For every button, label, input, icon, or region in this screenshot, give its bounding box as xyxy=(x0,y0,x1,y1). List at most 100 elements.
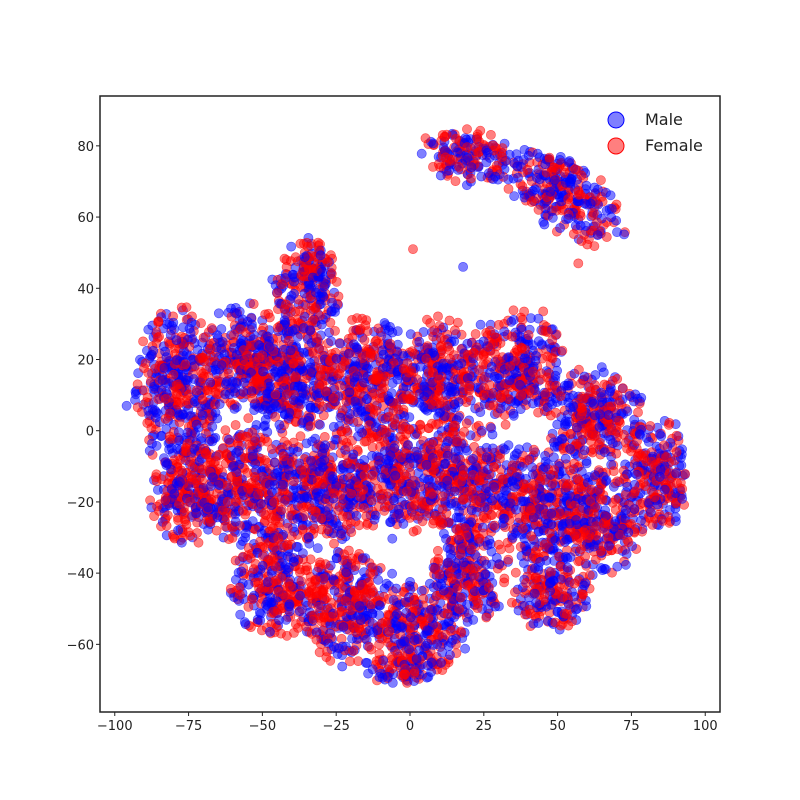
data-point-female xyxy=(427,439,437,450)
data-point-female xyxy=(589,380,600,390)
data-point-male xyxy=(512,161,523,172)
data-point-female xyxy=(200,449,211,460)
data-point-female xyxy=(449,325,460,336)
data-point-female xyxy=(291,372,301,382)
data-point-female xyxy=(488,400,499,410)
data-point-female xyxy=(407,391,418,401)
data-point-female xyxy=(434,515,445,526)
data-point-female xyxy=(469,441,480,452)
data-point-female xyxy=(359,335,370,346)
data-point-female xyxy=(547,335,558,345)
data-point-male xyxy=(453,512,464,523)
data-point-female xyxy=(359,503,369,513)
data-point-male xyxy=(523,150,534,161)
data-point-male xyxy=(387,533,398,544)
data-point-female xyxy=(516,390,527,401)
data-point-male xyxy=(579,445,590,456)
data-point-female xyxy=(576,170,587,181)
data-point-male xyxy=(203,502,213,513)
data-point-female xyxy=(385,338,396,349)
data-point-female xyxy=(192,528,202,538)
data-point-female xyxy=(607,375,618,386)
data-point-female xyxy=(353,481,364,492)
data-point-male xyxy=(207,436,218,447)
data-point-female xyxy=(197,394,208,405)
data-point-female xyxy=(493,319,504,330)
data-point-female xyxy=(191,385,202,396)
data-point-female xyxy=(596,175,606,186)
data-point-female xyxy=(217,505,228,516)
data-point-male xyxy=(450,386,461,397)
data-point-male xyxy=(157,375,168,386)
data-point-male xyxy=(264,381,275,392)
data-point-male xyxy=(476,171,487,182)
data-point-female xyxy=(247,393,258,404)
data-point-male xyxy=(389,443,400,454)
data-point-female xyxy=(280,299,291,310)
data-point-male xyxy=(270,367,280,377)
data-point-female xyxy=(149,511,159,521)
data-point-female xyxy=(409,510,420,521)
data-point-female xyxy=(548,162,559,173)
data-point-male xyxy=(143,405,154,416)
data-point-female xyxy=(485,129,496,140)
data-point-male xyxy=(418,401,429,412)
data-point-female xyxy=(389,414,400,424)
data-point-female xyxy=(406,365,417,376)
data-point-male xyxy=(563,213,574,224)
data-point-female xyxy=(326,268,337,279)
data-point-male xyxy=(659,484,670,495)
data-point-male xyxy=(565,402,576,413)
data-point-male xyxy=(563,378,574,389)
data-point-female xyxy=(160,495,171,506)
data-point-female xyxy=(577,391,588,402)
data-point-male xyxy=(528,186,538,196)
data-point-female xyxy=(132,402,143,413)
data-point-female xyxy=(523,330,534,340)
data-point-male xyxy=(176,537,187,548)
data-point-male xyxy=(331,353,342,364)
data-point-male xyxy=(335,338,345,349)
data-point-female xyxy=(638,477,649,488)
data-point-male xyxy=(550,370,561,381)
data-point-male xyxy=(462,152,473,163)
data-point-female xyxy=(329,488,339,499)
data-point-female xyxy=(379,436,390,447)
data-point-male xyxy=(389,495,399,506)
data-point-female xyxy=(462,124,472,135)
data-point-female xyxy=(423,423,434,434)
data-point-female xyxy=(471,495,482,506)
data-point-male xyxy=(423,474,433,485)
data-point-female xyxy=(326,366,336,377)
data-point-female xyxy=(343,441,354,452)
data-point-female xyxy=(480,348,491,358)
data-point-male xyxy=(513,172,523,183)
data-point-female xyxy=(286,456,297,467)
data-point-female xyxy=(334,368,345,379)
data-point-male xyxy=(394,508,404,519)
data-point-male xyxy=(398,518,409,529)
data-point-male xyxy=(254,402,264,413)
data-point-female xyxy=(272,322,283,333)
data-point-female xyxy=(222,496,233,507)
data-point-male xyxy=(416,148,427,159)
data-point-female xyxy=(335,380,345,391)
data-point-male xyxy=(310,287,321,298)
data-point-male xyxy=(207,421,218,432)
data-point-male xyxy=(327,297,337,308)
data-point-female xyxy=(269,497,280,508)
data-point-male xyxy=(519,192,530,203)
data-point-male xyxy=(599,447,610,458)
data-point-female xyxy=(429,325,440,336)
data-point-female xyxy=(272,288,283,298)
data-point-female xyxy=(479,383,490,393)
data-point-female xyxy=(545,410,556,421)
data-point-male xyxy=(161,352,172,362)
data-point-male xyxy=(314,466,325,477)
data-point-female xyxy=(575,378,586,389)
data-point-female xyxy=(435,333,446,343)
data-point-female xyxy=(454,161,464,172)
data-point-male xyxy=(376,472,387,483)
data-point-male xyxy=(229,403,240,414)
